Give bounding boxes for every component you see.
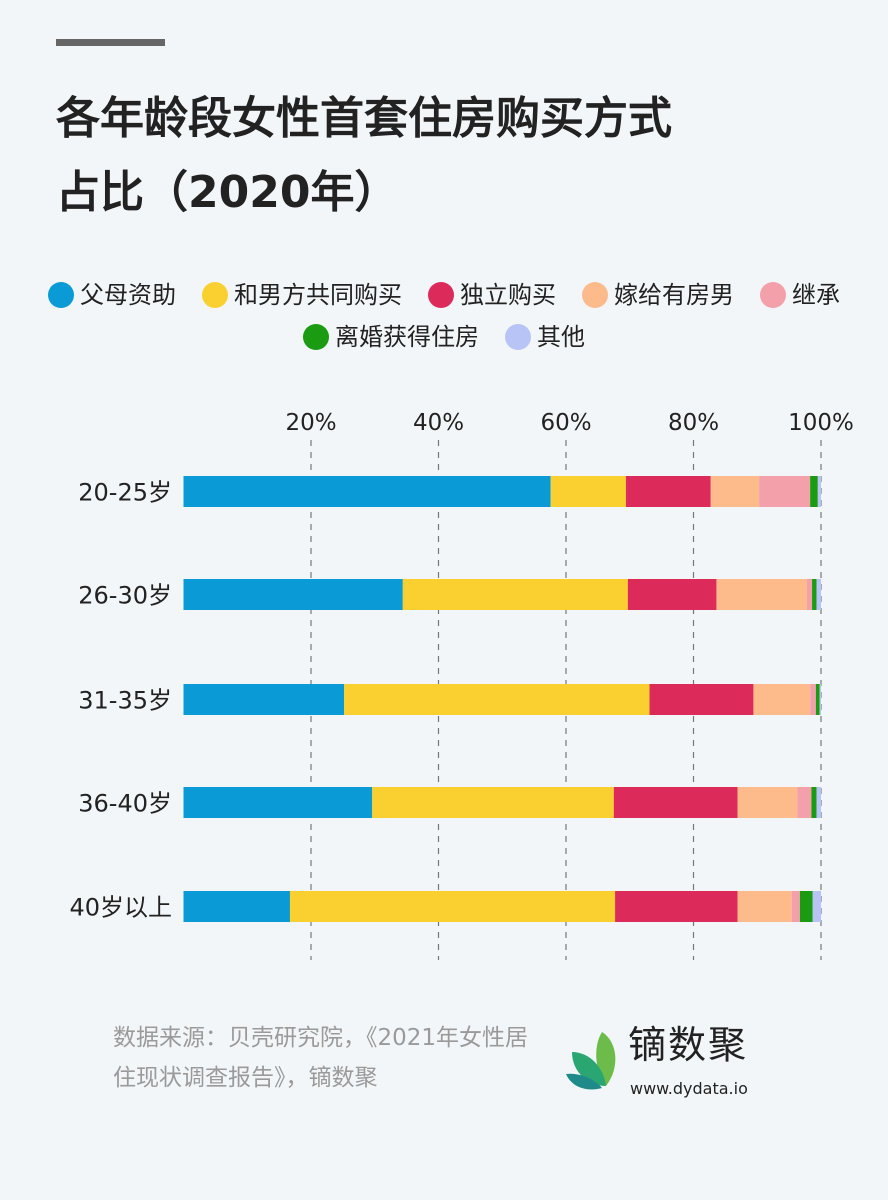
bar-segment bbox=[806, 579, 813, 610]
legend-item: 和男方共同购买 bbox=[202, 280, 402, 310]
legend-swatch bbox=[48, 282, 74, 308]
bar-segment bbox=[183, 579, 403, 610]
bar-segment bbox=[716, 579, 807, 610]
legend-swatch bbox=[303, 324, 329, 350]
category-label: 36-40岁 bbox=[78, 790, 172, 818]
bar-segment bbox=[815, 684, 820, 715]
bar-segment bbox=[183, 684, 345, 715]
legend-swatch bbox=[428, 282, 454, 308]
category-label: 40岁以上 bbox=[69, 894, 172, 922]
title-line-1: 各年龄段女性首套住房购买方式 bbox=[56, 93, 672, 144]
bar-segment bbox=[737, 787, 798, 818]
bar-segment bbox=[183, 476, 551, 507]
legend: 父母资助 和男方共同购买 独立购买 嫁给有房男 继承离婚获得住房 其他 bbox=[40, 280, 848, 352]
bar-segment bbox=[816, 579, 821, 610]
title-line-2: 占比（2020年） bbox=[56, 167, 399, 218]
bar-segment bbox=[625, 476, 711, 507]
bar-segment bbox=[759, 476, 811, 507]
chart-title: 各年龄段女性首套住房购买方式 占比（2020年） bbox=[56, 82, 836, 230]
legend-label: 离婚获得住房 bbox=[335, 323, 479, 351]
x-tick-label: 100% bbox=[788, 410, 854, 436]
dydata-logo-icon bbox=[566, 1032, 616, 1090]
bar-segment bbox=[812, 891, 821, 922]
legend-item: 其他 bbox=[505, 322, 585, 352]
legend-item: 父母资助 bbox=[48, 280, 176, 310]
bar-segment bbox=[183, 891, 290, 922]
x-tick-label: 80% bbox=[668, 410, 719, 436]
bar-segment bbox=[710, 476, 760, 507]
legend-label: 继承 bbox=[792, 281, 840, 309]
legend-swatch bbox=[202, 282, 228, 308]
title-accent-bar bbox=[56, 39, 165, 46]
brand-url: www.dydata.io bbox=[630, 1079, 748, 1098]
bar-segment bbox=[649, 684, 754, 715]
legend-item: 嫁给有房男 bbox=[582, 280, 734, 310]
stacked-bar-chart: 20% 40% 60% 80% 100% 20-25岁 26-30岁 31-35岁 36-40岁… bbox=[69, 410, 854, 960]
bar-segment bbox=[183, 787, 373, 818]
bar-segment bbox=[550, 476, 626, 507]
x-tick-label: 20% bbox=[285, 410, 336, 436]
bar-segment bbox=[817, 476, 821, 507]
legend-item: 独立购买 bbox=[428, 280, 556, 310]
brand-name: 镝数聚 bbox=[628, 1023, 749, 1067]
bar-segment bbox=[791, 891, 800, 922]
bar-segment bbox=[615, 891, 738, 922]
legend-label: 父母资助 bbox=[80, 281, 176, 309]
bar-segment bbox=[810, 684, 816, 715]
bar-segment bbox=[811, 787, 817, 818]
bar-segment bbox=[372, 787, 614, 818]
bar-segment bbox=[737, 891, 792, 922]
x-tick-label: 40% bbox=[413, 410, 464, 436]
legend-swatch bbox=[582, 282, 608, 308]
bar-segment bbox=[810, 476, 818, 507]
bar-segment bbox=[613, 787, 738, 818]
bar-segment bbox=[819, 684, 821, 715]
category-label: 31-35岁 bbox=[78, 687, 172, 715]
category-label: 26-30岁 bbox=[78, 582, 172, 610]
bar-segment bbox=[812, 579, 817, 610]
bar-segment bbox=[402, 579, 628, 610]
bar-segment bbox=[816, 787, 821, 818]
legend-swatch bbox=[505, 324, 531, 350]
category-label: 20-25岁 bbox=[78, 479, 172, 507]
legend-label: 嫁给有房男 bbox=[614, 281, 734, 309]
bar-segment bbox=[344, 684, 650, 715]
legend-label: 和男方共同购买 bbox=[234, 281, 402, 309]
bar-segment bbox=[753, 684, 811, 715]
legend-item: 继承 bbox=[760, 280, 840, 310]
x-tick-label: 60% bbox=[540, 410, 591, 436]
legend-label: 其他 bbox=[537, 323, 585, 351]
bar-segment bbox=[289, 891, 616, 922]
legend-item: 离婚获得住房 bbox=[303, 322, 479, 352]
bar-segment bbox=[799, 891, 813, 922]
legend-swatch bbox=[760, 282, 786, 308]
bar-segment bbox=[627, 579, 717, 610]
bar-segment bbox=[797, 787, 812, 818]
source-note: 数据来源：贝壳研究院，《2021年女性居住现状调查报告》，镝数聚 bbox=[113, 1025, 529, 1091]
legend-label: 独立购买 bbox=[460, 281, 556, 309]
